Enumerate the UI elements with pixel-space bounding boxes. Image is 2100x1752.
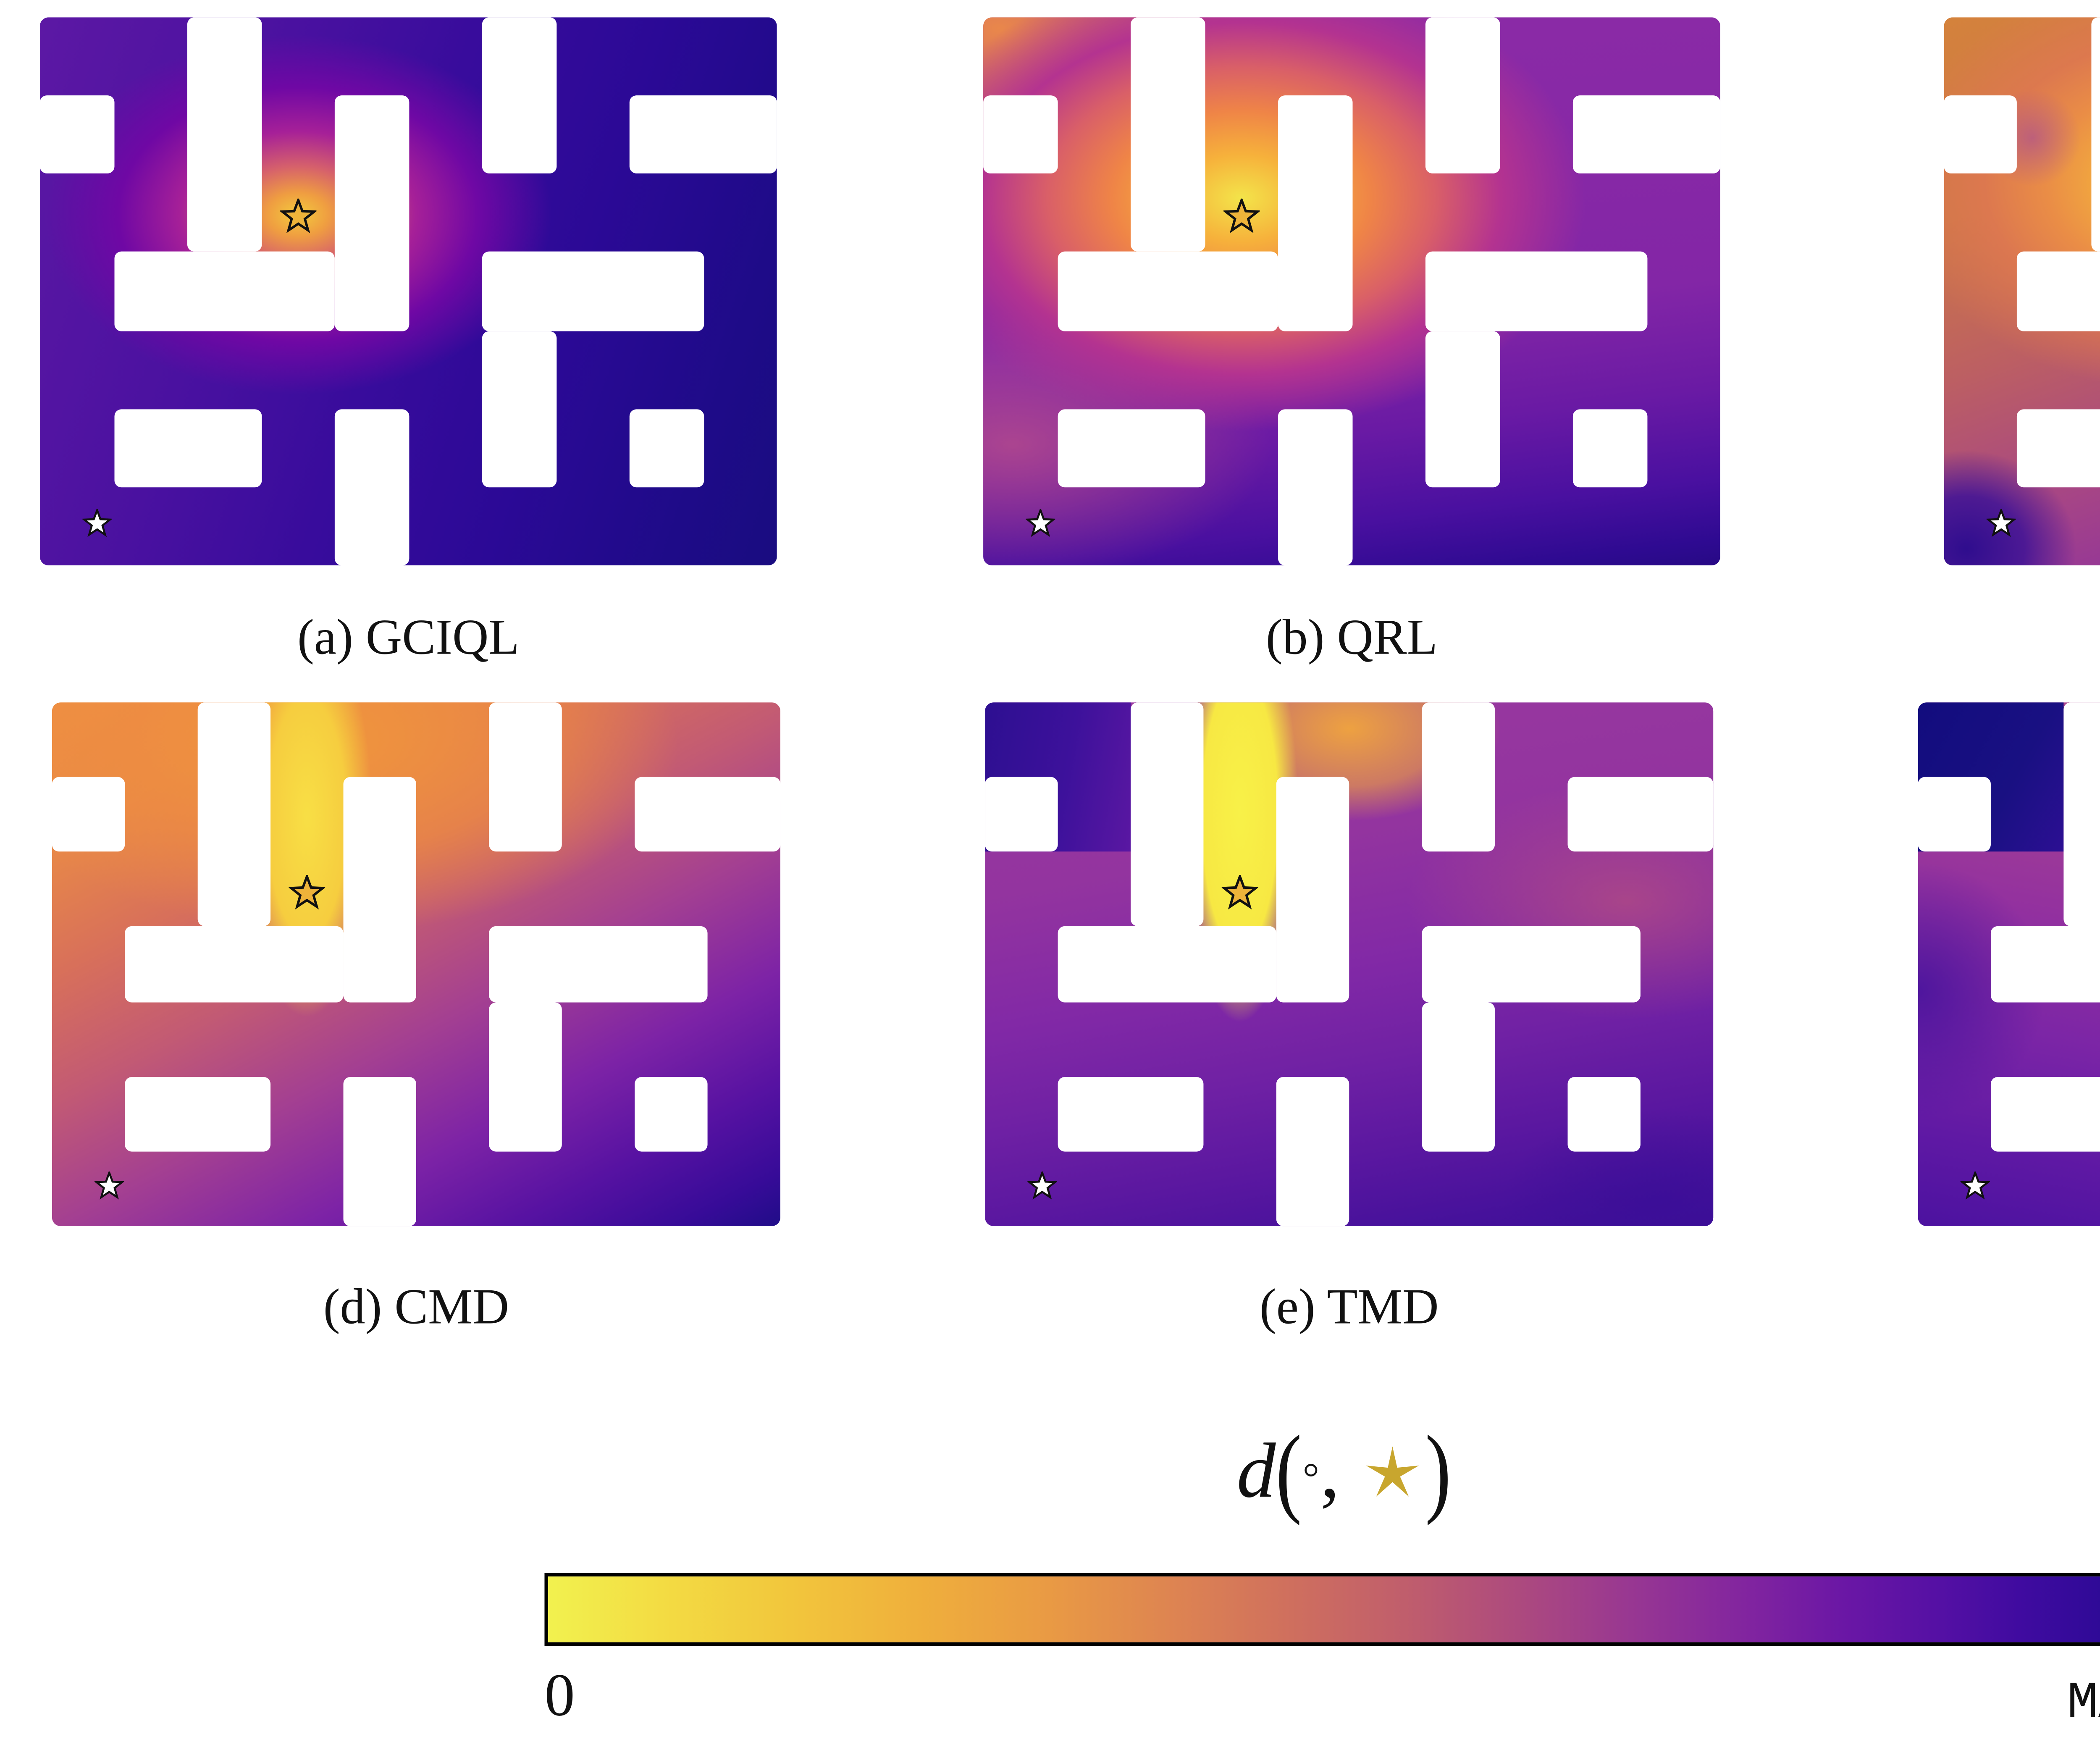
maze-wall (635, 777, 780, 852)
maze-wall (1276, 777, 1349, 1002)
maze-wall (489, 702, 562, 852)
start-star-marker (1986, 509, 2016, 537)
caption-text: (a) GCIQL (297, 610, 520, 666)
maze-wall (1422, 702, 1495, 852)
maze-wall (187, 17, 261, 252)
maze-wall (1572, 409, 1647, 487)
maze-wall (113, 252, 335, 331)
maze-wall (1567, 1076, 1641, 1151)
heatmap-crl (1944, 17, 2100, 566)
maze-wall (1425, 330, 1499, 487)
maze-wall (983, 95, 1057, 174)
start-star-marker (94, 1172, 124, 1200)
heatmap-mqe (1918, 702, 2100, 1227)
maze-wall (489, 1001, 562, 1151)
maze-wall (1057, 409, 1205, 487)
maze-wall (985, 777, 1058, 852)
heatmap-tmd (985, 702, 1714, 1227)
maze-wall (52, 777, 125, 852)
maze-wall (343, 1076, 416, 1227)
goal-star-marker (1223, 198, 1260, 233)
maze-wall (1131, 702, 1204, 927)
caption-text: (d) CMD (323, 1280, 509, 1336)
maze-wall (1425, 17, 1499, 174)
maze-wall (629, 95, 777, 174)
panel-qrl (983, 17, 1720, 566)
close-paren: ) (1425, 1415, 1452, 1526)
start-star-marker (1026, 509, 1055, 537)
heatmap-qrl (983, 17, 1720, 566)
maze-wall (197, 702, 271, 927)
maze-wall (2017, 409, 2100, 487)
maze-wall (1131, 17, 1205, 252)
maze-wall (2091, 17, 2100, 252)
goal-star-marker (289, 874, 326, 909)
caption-mqe: (f) MQE (Ours) (1918, 1273, 2100, 1342)
maze-wall (1422, 927, 1641, 1002)
panel-tmd (985, 702, 1714, 1227)
maze-wall (1567, 777, 1714, 852)
goal-star-marker (279, 198, 316, 233)
start-star-marker (1960, 1172, 1990, 1200)
maze-wall (334, 409, 409, 565)
colorbar-gradient (544, 1573, 2100, 1646)
goal-star-marker (1221, 874, 1258, 909)
caption-cmd: (d) CMD (52, 1273, 780, 1342)
colorbar-max-label: MAX (2067, 1675, 2100, 1734)
caption-qrl: (b) QRL (983, 604, 1720, 673)
heatmap-cmd (52, 702, 780, 1227)
heatmap-gciql (39, 17, 777, 566)
caption-text: (b) QRL (1265, 610, 1438, 666)
start-star-marker (82, 509, 112, 537)
caption-crl: (c) CRL (1944, 604, 2100, 673)
panel-mqe (1918, 702, 2100, 1227)
colorbar-min-label: 0 (544, 1661, 575, 1729)
maze-wall (1058, 927, 1276, 1002)
comma: , (1320, 1427, 1340, 1514)
maze-wall (1918, 777, 1991, 852)
maze-wall (635, 1076, 708, 1151)
colorbar-title: d(◦, ) (824, 1415, 1864, 1526)
start-star-marker (1027, 1172, 1057, 1200)
distance-symbol: d (1236, 1427, 1276, 1514)
maze-wall (1572, 95, 1720, 174)
maze-wall (629, 409, 704, 487)
maze-wall (334, 95, 409, 331)
caption-gciql: (a) GCIQL (40, 604, 777, 673)
maze-wall (343, 777, 416, 1002)
maze-wall (1278, 409, 1352, 565)
maze-wall (2017, 252, 2100, 331)
maze-wall (489, 927, 708, 1002)
maze-wall (1276, 1076, 1349, 1227)
maze-wall (482, 17, 556, 174)
panel-gciql (39, 17, 777, 566)
maze-wall (482, 330, 556, 487)
maze-wall (1422, 1001, 1495, 1151)
open-paren: ( (1276, 1415, 1302, 1526)
maze-wall (2063, 702, 2100, 927)
caption-tmd: (e) TMD (985, 1273, 1713, 1342)
maze-wall (1057, 252, 1278, 331)
panel-cmd (52, 702, 780, 1227)
maze-wall (1425, 252, 1647, 331)
caption-text: (e) TMD (1259, 1280, 1439, 1336)
maze-wall (1990, 1076, 2100, 1151)
maze-wall (125, 1076, 271, 1151)
state-circle-symbol: ◦ (1302, 1441, 1320, 1499)
maze-wall (113, 409, 261, 487)
maze-wall (39, 95, 114, 174)
maze-wall (1058, 1076, 1204, 1151)
maze-wall (1944, 95, 2018, 174)
maze-wall (482, 252, 704, 331)
maze-wall (1278, 95, 1352, 331)
maze-wall (1990, 927, 2100, 1002)
maze-wall (125, 927, 344, 1002)
goal-star-icon (1365, 1446, 1419, 1497)
panel-crl (1944, 17, 2100, 566)
